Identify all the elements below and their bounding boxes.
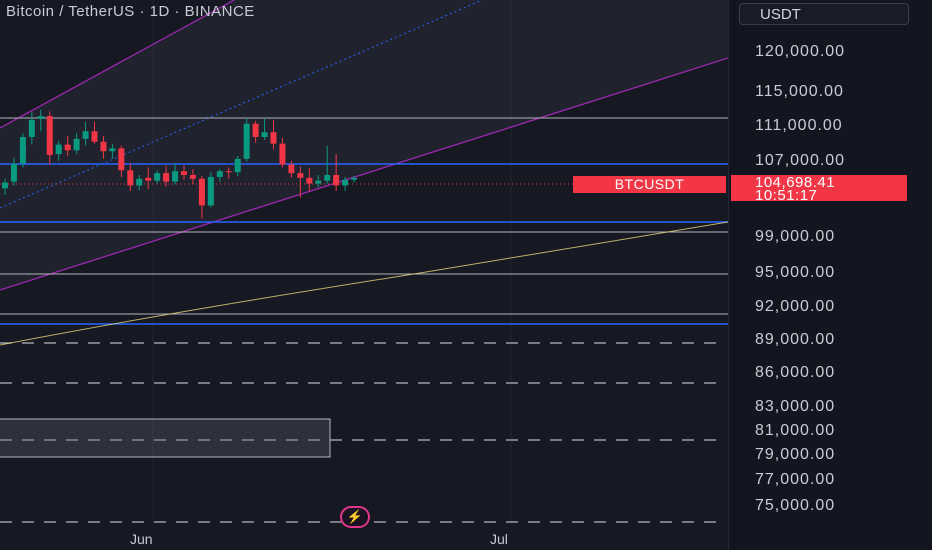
- candle-body[interactable]: [118, 148, 125, 171]
- price-tick: 79,000.00: [755, 446, 836, 463]
- candle-body[interactable]: [127, 170, 134, 186]
- countdown-timer: 10:51:17: [755, 187, 818, 204]
- candle-body[interactable]: [306, 177, 313, 184]
- channel-upper-line[interactable]: [0, 0, 728, 129]
- candle-body[interactable]: [109, 148, 116, 152]
- candle-body[interactable]: [163, 173, 170, 182]
- price-tick: 115,000.00: [755, 83, 844, 100]
- price-tick: 89,000.00: [755, 331, 836, 348]
- candle-body[interactable]: [315, 180, 322, 184]
- symbol-price-tag: BTCUSDT: [573, 176, 726, 193]
- candle-body[interactable]: [342, 179, 349, 186]
- candle-body[interactable]: [261, 132, 268, 137]
- chart-area[interactable]: Bitcoin / TetherUS · 1D · BINANCE BTCUSD…: [0, 0, 728, 550]
- channel-fill: [0, 0, 728, 290]
- candle-body[interactable]: [243, 123, 250, 159]
- candle-body[interactable]: [252, 123, 259, 137]
- price-tick: 95,000.00: [755, 264, 836, 281]
- candle-body[interactable]: [100, 141, 107, 152]
- candles-group[interactable]: [2, 109, 358, 219]
- candle-body[interactable]: [279, 143, 286, 165]
- currency-button[interactable]: USDT: [739, 3, 909, 25]
- candle-body[interactable]: [37, 116, 44, 119]
- candle-body[interactable]: [136, 178, 143, 186]
- current-price-value: 104,698.41: [755, 174, 836, 191]
- price-scale[interactable]: USDT 120,000.00 115,000.00 111,000.00 10…: [728, 0, 932, 550]
- time-label-jun: Jun: [130, 531, 153, 547]
- candle-body[interactable]: [91, 131, 98, 142]
- symbol-title[interactable]: Bitcoin / TetherUS · 1D · BINANCE: [6, 3, 255, 20]
- candle-body[interactable]: [19, 137, 26, 164]
- candle-body[interactable]: [64, 144, 71, 151]
- candle-body[interactable]: [154, 173, 161, 181]
- candle-body[interactable]: [28, 119, 35, 137]
- candle-body[interactable]: [55, 144, 62, 155]
- candle-body[interactable]: [333, 175, 340, 186]
- candle-body[interactable]: [181, 171, 187, 175]
- candle-body[interactable]: [46, 116, 53, 156]
- price-tick: 86,000.00: [755, 364, 836, 381]
- price-tick: 107,000.00: [755, 152, 846, 169]
- candle-body[interactable]: [145, 177, 152, 181]
- price-tick: 92,000.00: [755, 298, 836, 315]
- candle-body[interactable]: [225, 171, 232, 173]
- zone-rectangle[interactable]: [0, 418, 331, 458]
- candle-body[interactable]: [2, 182, 8, 189]
- time-label-jul: Jul: [490, 531, 508, 547]
- candle-body[interactable]: [172, 171, 179, 182]
- candle-body[interactable]: [189, 175, 196, 179]
- candle-body[interactable]: [73, 138, 80, 151]
- candle-body[interactable]: [198, 178, 205, 206]
- channel-middle-line[interactable]: [0, 0, 728, 209]
- price-tick: 99,000.00: [755, 228, 836, 245]
- candle-body[interactable]: [10, 163, 17, 182]
- candle-body[interactable]: [216, 171, 223, 177]
- price-tick: 75,000.00: [755, 497, 836, 514]
- candle-body[interactable]: [270, 132, 277, 144]
- time-axis[interactable]: Jun Jul: [0, 524, 728, 550]
- candle-body[interactable]: [207, 176, 214, 206]
- candle-body[interactable]: [82, 131, 89, 139]
- lightning-icon[interactable]: ⚡: [340, 506, 370, 528]
- candle-body[interactable]: [324, 175, 331, 181]
- candle-body[interactable]: [351, 177, 358, 180]
- price-tick: 111,000.00: [755, 117, 843, 134]
- candle-body[interactable]: [234, 158, 241, 173]
- moving-average-line[interactable]: [0, 221, 728, 346]
- price-tick: 77,000.00: [755, 471, 836, 488]
- current-price-label: 104,698.41 10:51:17: [731, 174, 907, 204]
- price-tick: 81,000.00: [755, 422, 836, 439]
- price-tick: 83,000.00: [755, 398, 836, 415]
- channel-lower-line[interactable]: [0, 57, 728, 291]
- candle-body[interactable]: [297, 173, 304, 178]
- price-chart[interactable]: [0, 0, 728, 550]
- candle-body[interactable]: [288, 164, 295, 174]
- price-tick: 120,000.00: [755, 43, 846, 60]
